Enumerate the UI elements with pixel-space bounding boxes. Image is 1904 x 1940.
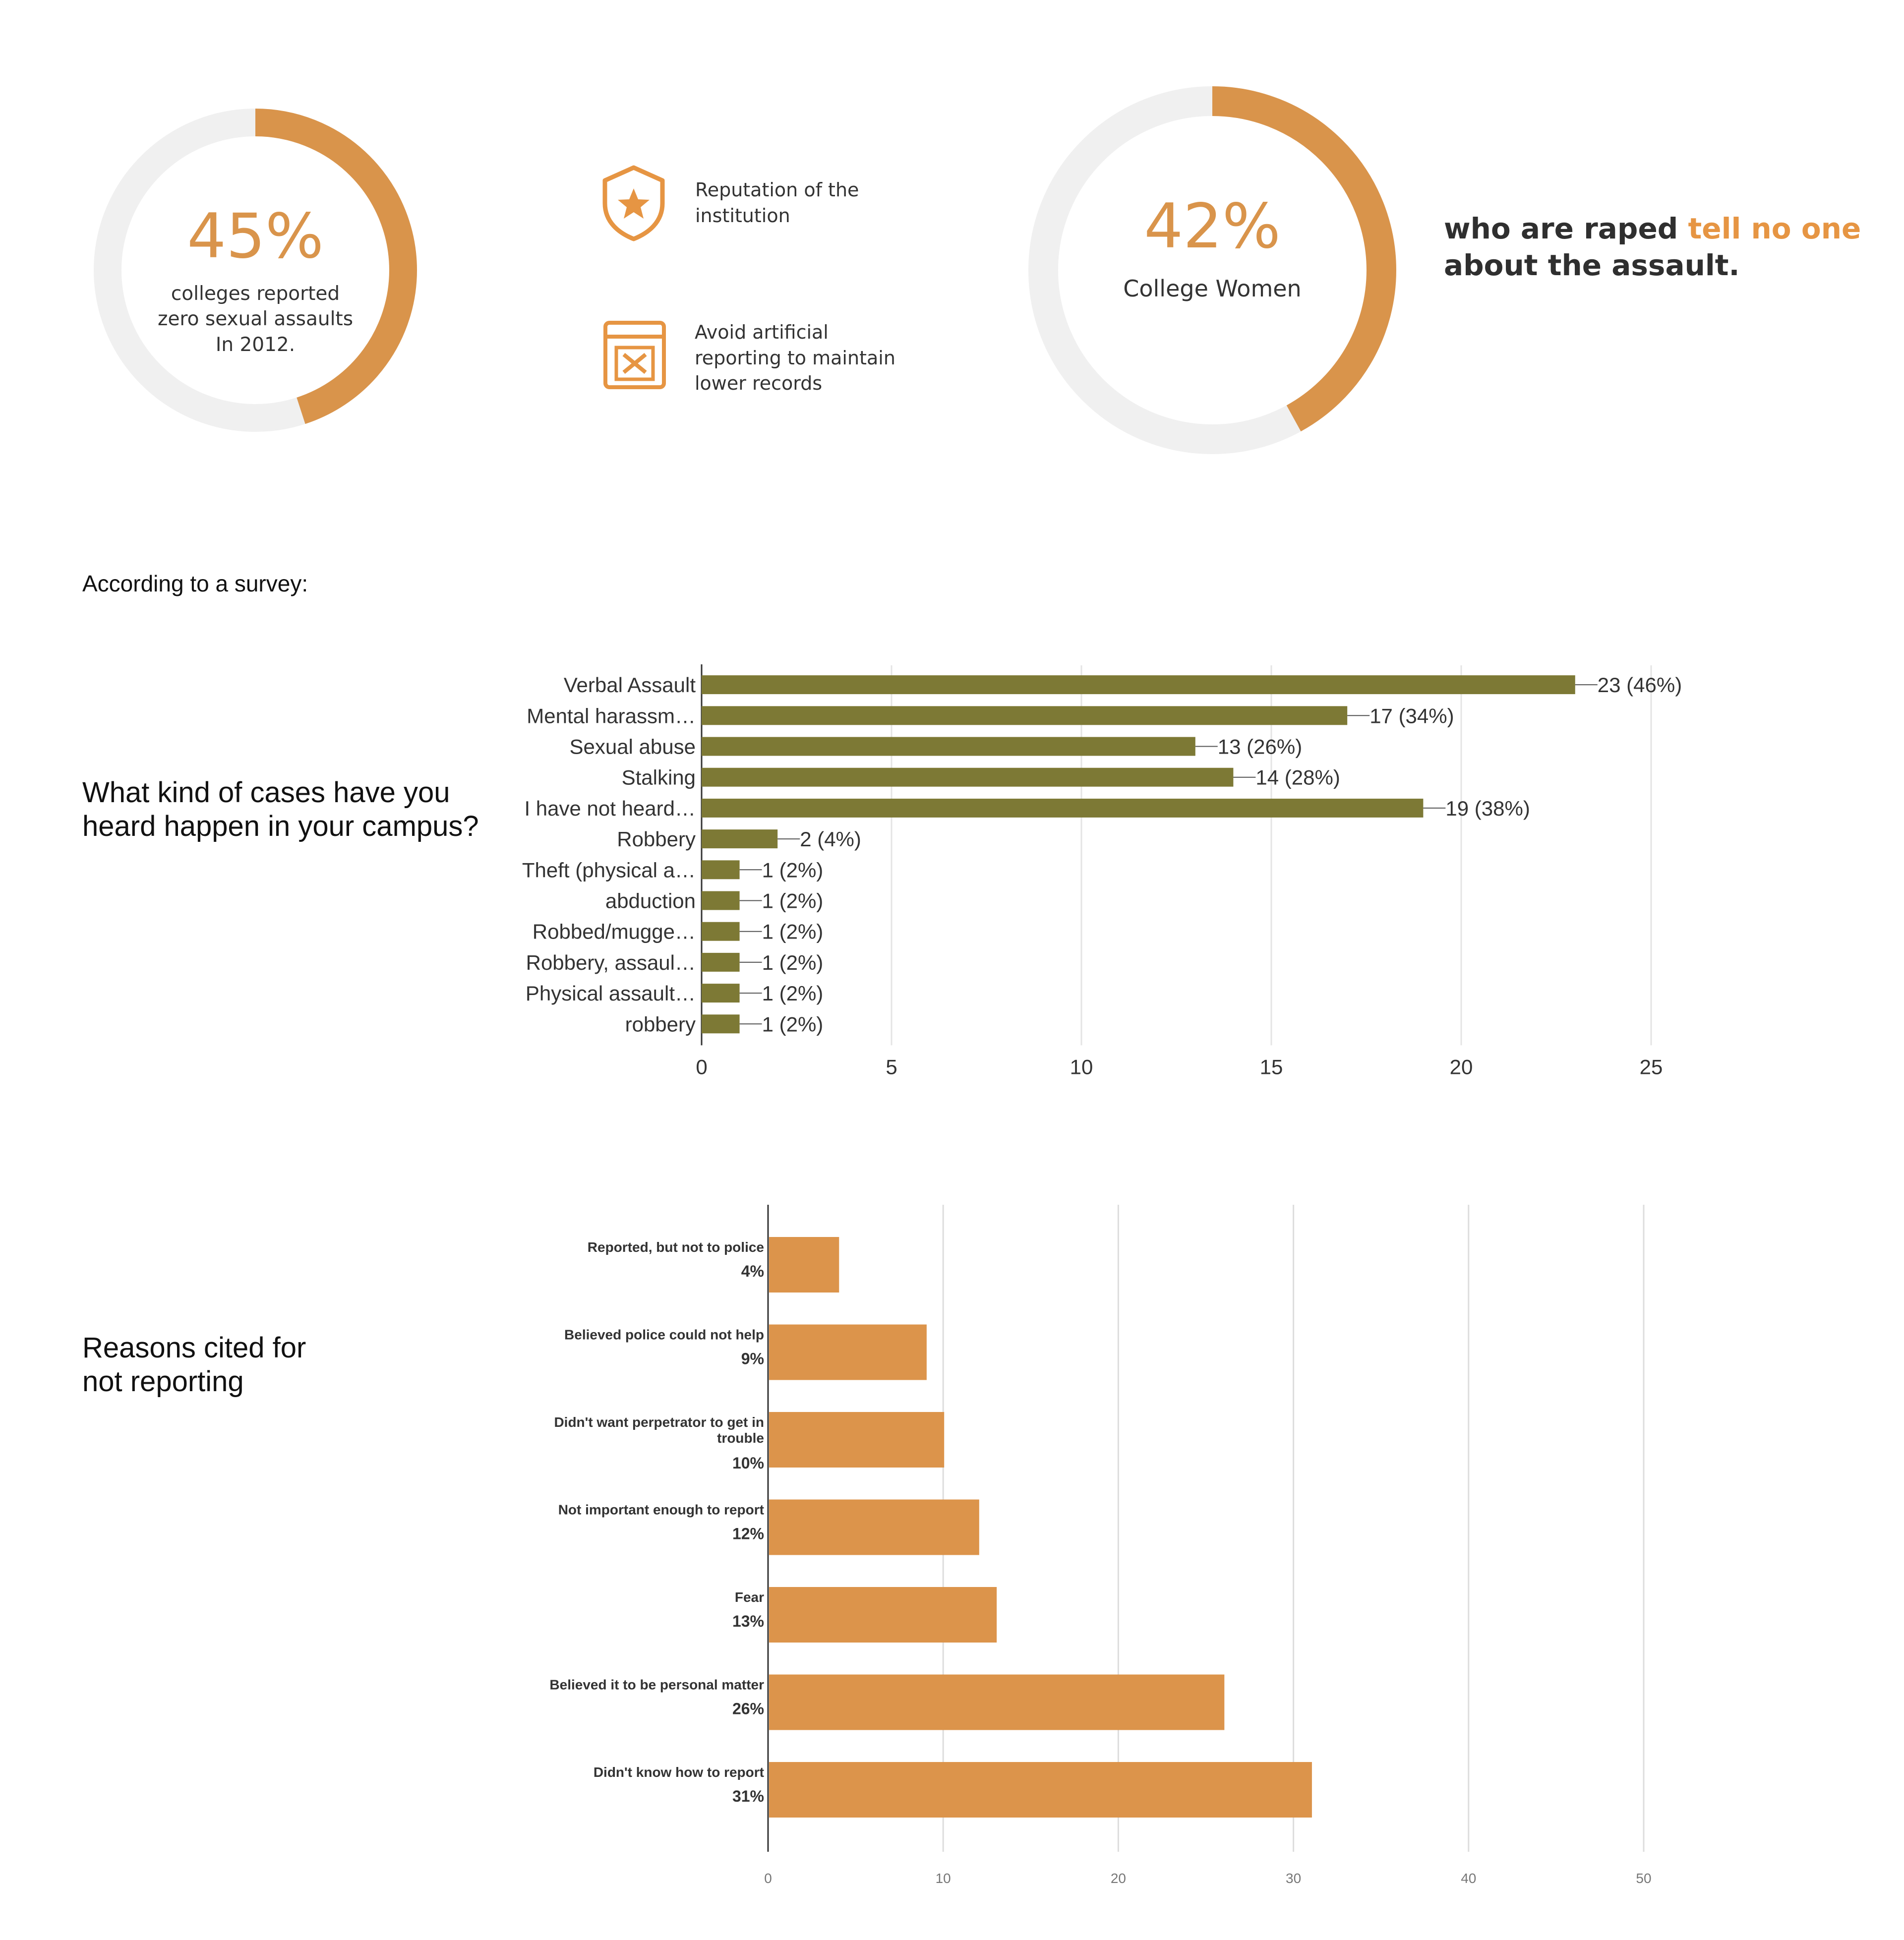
data-label: 23 (46%) (1598, 673, 1682, 697)
data-label: 17 (34%) (1369, 704, 1454, 727)
bar (769, 1674, 1225, 1730)
value-label: 4% (741, 1262, 764, 1280)
category-label: Physical assault… (526, 982, 696, 1005)
reason-text-2: Avoid artificial reporting to maintain l… (695, 321, 895, 395)
bar (702, 767, 1234, 787)
bar (769, 1324, 927, 1380)
x-tick-label: 40 (1461, 1871, 1476, 1884)
bar (769, 1412, 945, 1468)
cases-bar-chart: 0 5 10 15 20 25 Verbal Assault 23 (46%) Mental h… (522, 664, 1682, 1078)
data-label: 14 (28%) (1255, 766, 1340, 789)
bar (702, 1014, 740, 1034)
bar (702, 891, 740, 910)
x-tick-label: 25 (1640, 1055, 1663, 1078)
stat2-value: 42% (1144, 191, 1281, 262)
category-label: Robbery (617, 827, 696, 851)
question-label: What kind of cases have you heard happen… (82, 776, 479, 842)
bar (702, 737, 1195, 756)
x-tick-label: 5 (886, 1055, 897, 1078)
bar (769, 1762, 1312, 1818)
bar (702, 798, 1424, 818)
donut-progress-arc (94, 109, 417, 432)
reasons-bar-chart: 0 10 20 30 40 50 Reported, but not to police 4%… (549, 1205, 1652, 1884)
headline-part1: who are raped (1444, 212, 1688, 245)
category-label: Believed it to be personal matter (549, 1677, 764, 1693)
data-label: 13 (26%) (1218, 735, 1302, 759)
donut1-center: 45% colleges reported zero sexual assaul… (107, 206, 404, 357)
data-label: 19 (38%) (1445, 797, 1530, 820)
x-tick-label: 30 (1286, 1871, 1301, 1884)
bar (702, 829, 778, 849)
stat1-value: 45% (187, 201, 324, 272)
bar (702, 952, 740, 972)
category-label: Mental harassm… (527, 704, 696, 727)
value-label: 26% (732, 1700, 764, 1718)
category-label: Robbery, assaul… (526, 951, 696, 974)
x-tick-label: 0 (764, 1871, 772, 1884)
category-label: robbery (625, 1012, 696, 1036)
category-label: I have not heard… (524, 797, 696, 820)
donut-progress-arc (1028, 86, 1396, 454)
category-label: trouble (717, 1430, 764, 1446)
category-label: Not important enough to report (558, 1502, 764, 1518)
value-label: 13% (732, 1612, 764, 1630)
x-tick-label: 50 (1636, 1871, 1651, 1884)
shield-star-icon (599, 164, 668, 243)
bar (702, 984, 740, 1003)
bar (702, 675, 1575, 695)
data-label: 1 (2%) (762, 889, 824, 913)
category-label: Theft (physical a… (522, 858, 696, 882)
category-label: Believed police could not help (564, 1327, 764, 1343)
category-label: Sexual abuse (569, 735, 696, 759)
data-label: 2 (4%) (800, 827, 861, 851)
data-label: 1 (2%) (762, 951, 824, 974)
headline-part2: about the assault. (1444, 248, 1740, 282)
reason-text-1: Reputation of the institution (695, 179, 859, 227)
stat1-caption: colleges reported zero sexual assaults I… (157, 283, 354, 356)
value-label: 12% (732, 1525, 764, 1543)
x-tick-label: 20 (1111, 1871, 1126, 1884)
reasons-label: Reasons cited for not reporting (82, 1332, 306, 1398)
bar (769, 1587, 997, 1643)
x-tick-label: 10 (1070, 1055, 1093, 1078)
reason-reputation: Reputation of the institution (599, 164, 859, 243)
bar (702, 706, 1348, 725)
category-label: Robbed/mugge… (533, 920, 696, 943)
bar (702, 922, 740, 941)
category-label: Reported, but not to police (588, 1239, 764, 1255)
category-label: Didn't want perpetrator to get in (554, 1414, 764, 1430)
bar (702, 860, 740, 880)
value-label: 31% (732, 1787, 764, 1805)
reason-artificial: Avoid artificial reporting to maintain l… (602, 320, 895, 397)
donut-chart-college-women (1028, 86, 1396, 454)
x-tick-label: 15 (1260, 1055, 1283, 1078)
category-label: Verbal Assault (564, 673, 696, 697)
bar (769, 1237, 839, 1293)
data-label: 1 (2%) (762, 858, 824, 882)
x-tick-label: 10 (936, 1871, 951, 1884)
survey-label: According to a survey: (82, 571, 308, 596)
stat2-caption: College Women (1123, 275, 1302, 302)
category-label: Stalking (622, 766, 696, 789)
data-label: 1 (2%) (762, 1012, 824, 1036)
calendar-cross-icon (602, 320, 667, 392)
headline-highlight: tell no one (1688, 212, 1861, 245)
x-tick-label: 0 (696, 1055, 707, 1078)
category-label: Fear (735, 1589, 764, 1605)
donut2-center: 42% College Women (1064, 196, 1361, 302)
donut-chart-colleges (94, 109, 417, 432)
data-label: 1 (2%) (762, 982, 824, 1005)
value-label: 10% (732, 1454, 764, 1472)
x-tick-label: 20 (1450, 1055, 1473, 1078)
headline: who are raped tell no one about the assa… (1444, 211, 1890, 284)
bar (769, 1499, 979, 1555)
category-label: Didn't know how to report (594, 1764, 764, 1780)
data-label: 1 (2%) (762, 920, 824, 943)
value-label: 9% (741, 1350, 764, 1368)
category-label: abduction (605, 889, 696, 913)
